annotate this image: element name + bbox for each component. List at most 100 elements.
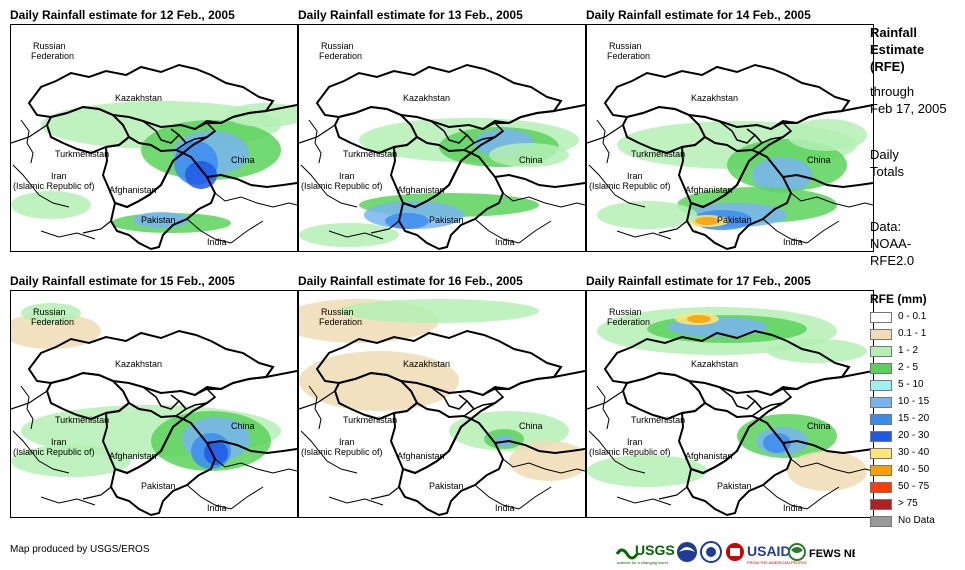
panel-title: Daily Rainfall estimate for 17 Feb., 200… — [586, 274, 811, 288]
map-frame: Russian Federation Kazakhstan Turkmenist… — [10, 290, 298, 518]
china-border — [470, 104, 585, 189]
label-china: China — [231, 421, 255, 431]
map-frame: Russian Federation Kazakhstan Turkmenist… — [10, 24, 298, 252]
place-labels: Russian Federation Kazakhstan Turkmenist… — [301, 41, 543, 247]
label-pakistan: Pakistan — [429, 215, 464, 225]
usaid-text: USAID — [747, 543, 791, 559]
label-russia: Russian — [321, 307, 354, 317]
iran-border — [11, 124, 116, 234]
legend-label: 0.1 - 1 — [898, 328, 927, 339]
pakistan-border — [397, 151, 505, 251]
caspian-coast — [12, 119, 70, 208]
rain-patch — [787, 451, 867, 491]
border-lines — [11, 63, 297, 251]
border-lines — [299, 329, 585, 517]
border-lines — [587, 63, 873, 251]
legend-swatch — [870, 329, 892, 340]
rain-patch — [767, 339, 867, 363]
usaid-logo: USAID FROM THE AMERICAN PEOPLE — [726, 543, 807, 565]
iran-border — [587, 124, 692, 234]
rain-patch — [763, 433, 791, 453]
label-kazakhstan: Kazakhstan — [691, 93, 738, 103]
iran-border — [299, 390, 404, 500]
sidebar-rfe-1: Rainfall — [870, 25, 917, 40]
label-pakistan: Pakistan — [141, 481, 176, 491]
label-iran-sub: (Islamic Republic of) — [301, 447, 383, 457]
usgs-tagline: science for a changing world — [617, 560, 668, 565]
caspian-coast — [588, 119, 646, 208]
sidebar-rfe2: RFE2.0 — [870, 253, 915, 268]
pakistan-border — [109, 151, 217, 251]
label-pakistan: Pakistan — [717, 481, 752, 491]
legend-swatch — [870, 346, 892, 357]
india-border — [762, 458, 873, 510]
label-afghanistan: Afghanistan — [685, 451, 733, 461]
sidebar-rfe-3: (RFE) — [870, 59, 905, 74]
country-map: Russian Federation Kazakhstan Turkmenist… — [11, 303, 297, 517]
label-afghanistan: Afghanistan — [397, 451, 445, 461]
legend-label: 5 - 10 — [898, 379, 924, 390]
place-labels: Russian Federation Kazakhstan Turkmenist… — [13, 41, 255, 247]
country-map: Russian Federation Kazakhstan Turkmenist… — [11, 41, 297, 251]
caspian-coast — [300, 385, 358, 474]
rain-patch — [687, 315, 711, 323]
label-iran: Iran — [51, 171, 67, 181]
rainfall-overlay — [587, 307, 867, 491]
legend-label: 1 - 2 — [898, 345, 919, 356]
label-federation: Federation — [31, 51, 74, 61]
map-frame: Russian Federation Kazakhstan Turkmenist… — [586, 290, 874, 518]
partner-logos: USGS science for a changing world USAID … — [615, 538, 866, 565]
border-lines — [11, 329, 297, 517]
rainfall-overlay — [11, 101, 297, 233]
fews-globe-icon — [788, 543, 806, 561]
map-frame: Russian Federation Kazakhstan Turkmenist… — [298, 24, 586, 252]
label-turkmenistan: Turkmenistan — [343, 415, 397, 425]
label-federation: Federation — [607, 51, 650, 61]
label-iran-sub: (Islamic Republic of) — [589, 447, 671, 457]
panel-title: Daily Rainfall estimate for 16 Feb., 200… — [298, 274, 523, 288]
label-india: India — [495, 503, 515, 513]
china-border — [758, 370, 873, 455]
label-china: China — [231, 155, 255, 165]
label-iran-sub: (Islamic Republic of) — [13, 447, 95, 457]
legend-label: 15 - 20 — [898, 413, 930, 424]
logo-strip: USGS science for a changing world USAID … — [615, 541, 866, 565]
usgs-logo: USGS science for a changing world — [615, 542, 675, 565]
rain-patch — [695, 217, 719, 225]
label-russia: Russian — [321, 41, 354, 51]
sidebar-data: Data: — [870, 219, 902, 234]
coast-south — [40, 486, 264, 510]
border-lines — [299, 63, 585, 251]
india-border — [186, 458, 297, 510]
panel-title: Daily Rainfall estimate for 13 Feb., 200… — [298, 8, 523, 22]
label-turkmenistan: Turkmenistan — [631, 415, 685, 425]
china-border — [182, 104, 297, 189]
label-russia: Russian — [609, 307, 642, 317]
label-china: China — [807, 421, 831, 431]
label-iran-sub: (Islamic Republic of) — [13, 181, 95, 191]
map-frame: Russian Federation Kazakhstan Turkmenist… — [298, 290, 586, 518]
legend-swatch — [870, 448, 892, 459]
label-turkmenistan: Turkmenistan — [631, 149, 685, 159]
panel-title: Daily Rainfall estimate for 15 Feb., 200… — [10, 274, 235, 288]
legend-label: > 75 — [898, 498, 918, 509]
sidebar-through: through — [870, 84, 915, 99]
india-border — [474, 458, 585, 510]
label-afghanistan: Afghanistan — [397, 185, 445, 195]
place-labels: Russian Federation Kazakhstan Turkmenist… — [301, 307, 543, 513]
place-labels: Russian Federation Kazakhstan Turkmenist… — [589, 307, 831, 513]
pakistan-border — [397, 417, 505, 517]
map-credit: Map produced by USGS/EROS — [10, 544, 150, 555]
label-kazakhstan: Kazakhstan — [403, 93, 450, 103]
label-russia: Russian — [33, 307, 66, 317]
country-map: Russian Federation Kazakhstan Turkmenist… — [299, 299, 585, 517]
rainfall-overlay — [597, 119, 867, 230]
rain-patch — [339, 299, 539, 323]
iran-border — [11, 390, 116, 500]
india-border — [474, 192, 585, 244]
legend-swatch — [870, 312, 892, 323]
china-border — [470, 370, 585, 455]
label-iran: Iran — [627, 171, 643, 181]
label-kazakhstan: Kazakhstan — [115, 93, 162, 103]
label-turkmenistan: Turkmenistan — [55, 149, 109, 159]
